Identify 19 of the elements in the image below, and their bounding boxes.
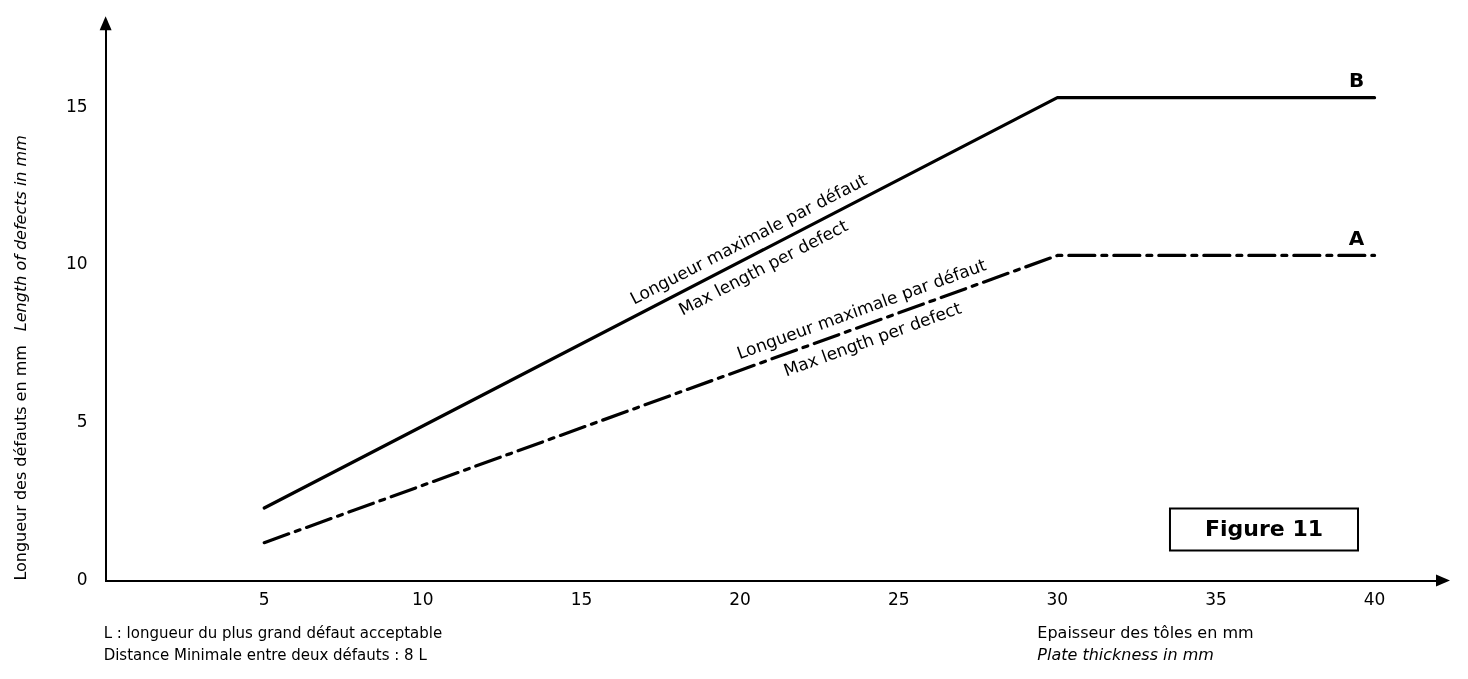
text: Distance Minimale entre deux défauts : 8 L	[103, 645, 428, 664]
y-tick-label: 10	[65, 253, 88, 274]
y-tick-label: 15	[65, 95, 88, 116]
text: Figure 11	[1204, 516, 1323, 542]
series-label: B	[1348, 67, 1365, 92]
series-label: A	[1348, 225, 1365, 250]
x-tick-label: 20	[729, 589, 751, 610]
x-tick-label: 30	[1046, 589, 1069, 610]
x-axis-title: Epaisseur des tôles en mm Plate thickness in mm	[1037, 622, 1254, 664]
x-tick-label: 15	[570, 589, 593, 610]
x-tick-label: 5	[258, 589, 270, 610]
y-tick-label: 0	[76, 569, 88, 590]
y-tick-label: 5	[76, 411, 88, 432]
x-tick-label: 35	[1205, 589, 1227, 610]
x-tick-label: 10	[412, 589, 434, 610]
text: L : longueur du plus grand défaut acceptable	[103, 623, 443, 642]
x-tick-label: 25	[887, 589, 910, 610]
x-tick-label: 40	[1363, 589, 1386, 610]
y-axis-title: Longueur des défauts en mm Length of defects in mm	[11, 135, 31, 581]
